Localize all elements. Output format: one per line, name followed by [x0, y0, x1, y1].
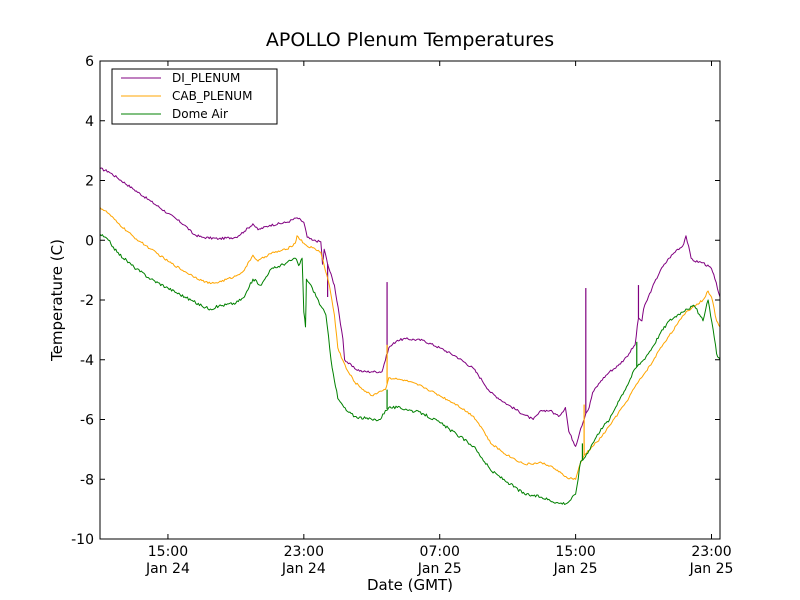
legend: DI_PLENUM CAB_PLENUM Dome Air: [111, 68, 278, 125]
y-tick-label: 0: [85, 233, 94, 249]
x-tick-date-label: Jan 24: [145, 561, 190, 577]
y-tick-label: -4: [80, 353, 94, 369]
plot-area: [100, 61, 720, 539]
series-layer: [99, 167, 721, 505]
x-tick-time-label: 15:00: [555, 544, 595, 560]
y-tick-label: -6: [80, 413, 94, 429]
chart-title: APOLLO Plenum Temperatures: [266, 29, 554, 51]
y-tick-label: -8: [80, 472, 94, 488]
series-line-di-plenum: [99, 167, 721, 447]
x-axis-label: Date (GMT): [367, 576, 453, 594]
x-tick-time-label: 23:00: [691, 544, 731, 560]
legend-label-cab-plenum: CAB_PLENUM: [172, 89, 252, 103]
y-tick-label: 4: [85, 114, 94, 130]
x-tick-date-label: Jan 25: [417, 561, 462, 577]
x-tick-date-label: Jan 25: [689, 561, 734, 577]
y-axis-label: Temperature (C): [48, 239, 66, 362]
series-line-cab-plenum: [99, 207, 721, 480]
y-tick-label: -10: [71, 532, 94, 548]
x-tick-date-label: Jan 25: [553, 561, 598, 577]
x-tick-time-label: 23:00: [284, 544, 324, 560]
legend-label-di-plenum: DI_PLENUM: [172, 71, 240, 85]
x-tick-time-label: 07:00: [420, 544, 460, 560]
y-tick-label: -2: [80, 293, 94, 309]
x-tick-time-label: 15:00: [148, 544, 188, 560]
x-tick-date-label: Jan 24: [281, 561, 326, 577]
series-line-dome-air: [99, 233, 721, 505]
legend-label-dome-air: Dome Air: [172, 107, 228, 121]
y-tick-label: 6: [85, 54, 94, 70]
y-axis-ticks: 6 4 2 0 -2 -4 -6 -8 -10: [71, 54, 720, 548]
y-tick-label: 2: [85, 174, 94, 190]
